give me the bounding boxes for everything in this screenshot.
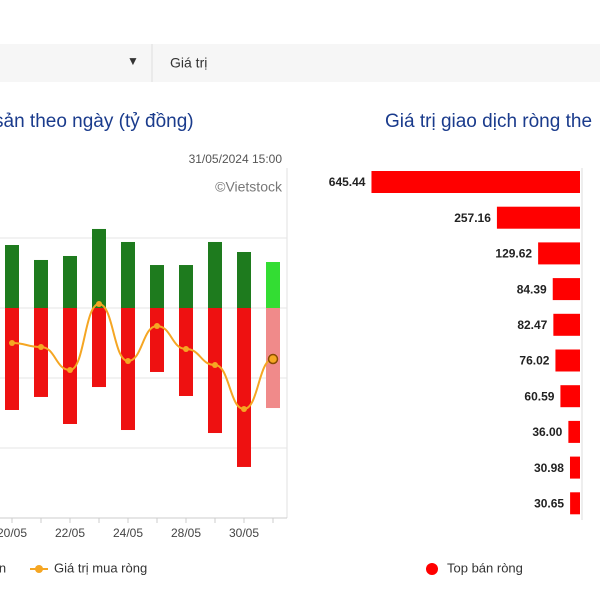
value-label: 257.16 <box>454 211 491 225</box>
bar <box>569 456 580 479</box>
credit: ©Vietstock <box>215 179 283 195</box>
bar <box>121 308 135 431</box>
x-tick-label: 30/05 <box>229 526 259 540</box>
net-point <box>9 340 15 346</box>
bar <box>555 349 580 372</box>
left-chart: 20/05 22/05 24/05 28/05 30/05 Bán Giá trị mua … <box>0 168 288 575</box>
legend-dot <box>426 563 438 575</box>
legend-label: Bán <box>0 560 6 575</box>
net-point <box>125 357 131 364</box>
net-point <box>38 343 44 350</box>
value-label: 82.47 <box>517 318 547 332</box>
net-point <box>67 367 73 374</box>
timestamp: 31/05/2024 15:00 <box>189 152 283 166</box>
net-point <box>267 353 279 365</box>
bar <box>266 262 280 308</box>
bar <box>92 228 106 308</box>
bar <box>552 278 580 301</box>
chart-title: sản theo ngày (tỷ đồng) <box>0 111 194 132</box>
bar <box>237 308 251 467</box>
value-label: 84.39 <box>517 282 547 296</box>
net-point <box>96 301 102 308</box>
dropdown[interactable]: ▼ <box>127 54 139 68</box>
value-label: 30.65 <box>534 496 564 510</box>
bar <box>179 265 193 308</box>
bar <box>121 241 135 308</box>
bar <box>538 242 580 265</box>
bar <box>208 241 222 308</box>
value-label: 129.62 <box>495 247 532 261</box>
net-point <box>212 361 218 368</box>
net-point <box>154 322 160 329</box>
bar <box>34 308 48 397</box>
bar <box>63 308 77 424</box>
value-label: 76.02 <box>519 354 549 368</box>
x-tick-label: 28/05 <box>171 526 201 540</box>
value-label: 30.98 <box>534 461 564 475</box>
x-tick-label: 22/05 <box>55 526 85 540</box>
bar <box>150 265 164 308</box>
bar <box>208 308 222 434</box>
bar <box>5 245 19 308</box>
field-label[interactable]: Giá trị <box>170 55 207 71</box>
net-point <box>241 406 247 413</box>
bar <box>237 252 251 308</box>
value-label: 645.44 <box>329 175 366 189</box>
bar <box>371 171 580 193</box>
legend-dot <box>35 565 43 573</box>
legend-label: Top bán ròng <box>447 560 523 575</box>
bar <box>560 385 580 408</box>
x-tick-label: 24/05 <box>113 526 143 540</box>
net-point <box>183 346 189 353</box>
bar <box>570 492 580 515</box>
bar <box>150 308 164 372</box>
bar <box>568 420 580 443</box>
bar <box>92 308 106 388</box>
bar <box>553 313 580 336</box>
right-chart: 645.44 257.16 129.62 84.39 82.47 76.02 60.59 36… <box>329 168 583 575</box>
value-label: 36.00 <box>532 425 562 439</box>
bar <box>496 206 580 229</box>
x-tick-label: 20/05 <box>0 526 27 540</box>
bar <box>5 308 19 410</box>
legend-label: Giá trị mua ròng <box>54 560 147 575</box>
bar <box>63 255 77 308</box>
value-label: 60.59 <box>524 389 554 403</box>
bar <box>34 259 48 308</box>
net-line <box>11 303 274 411</box>
toolbar <box>0 44 600 82</box>
chart-title: Giá trị giao dịch ròng the <box>385 111 592 132</box>
